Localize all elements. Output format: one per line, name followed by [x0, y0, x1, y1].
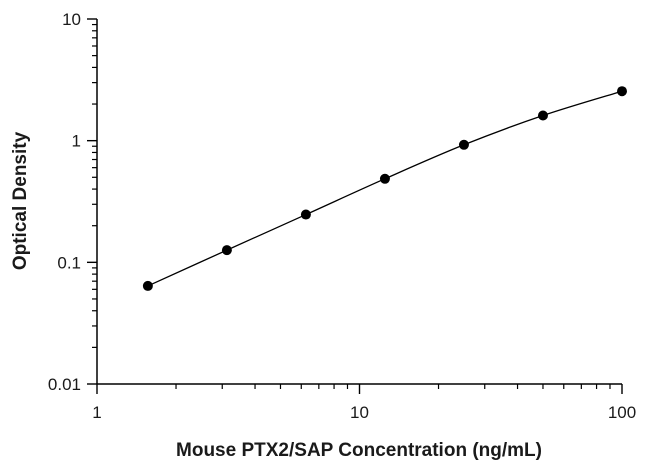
y-tick-label: 10	[62, 10, 81, 29]
minor-ticks	[92, 23, 611, 389]
data-point	[617, 86, 627, 97]
x-tick-label: 100	[608, 403, 636, 422]
data-point	[142, 280, 153, 291]
data-points	[142, 86, 627, 291]
data-point	[379, 173, 390, 184]
data-point	[221, 245, 232, 256]
x-tick-labels: 1 10 100	[92, 403, 636, 422]
y-axis-title: Optical Density	[10, 131, 31, 270]
data-point	[300, 209, 311, 220]
y-tick-label: 0.01	[48, 375, 81, 394]
y-tick-labels: 0.01 0.1 1 10	[48, 10, 81, 394]
data-point	[458, 139, 469, 150]
y-tick-label: 0.1	[57, 253, 81, 272]
x-tick-label: 10	[350, 403, 369, 422]
x-tick-label: 1	[92, 403, 101, 422]
data-point	[537, 110, 548, 121]
major-ticks	[87, 18, 623, 394]
y-tick-label: 1	[72, 132, 81, 151]
x-axis-title: Mouse PTX2/SAP Concentration (ng/mL)	[176, 440, 542, 461]
fit-curve	[147, 90, 623, 287]
